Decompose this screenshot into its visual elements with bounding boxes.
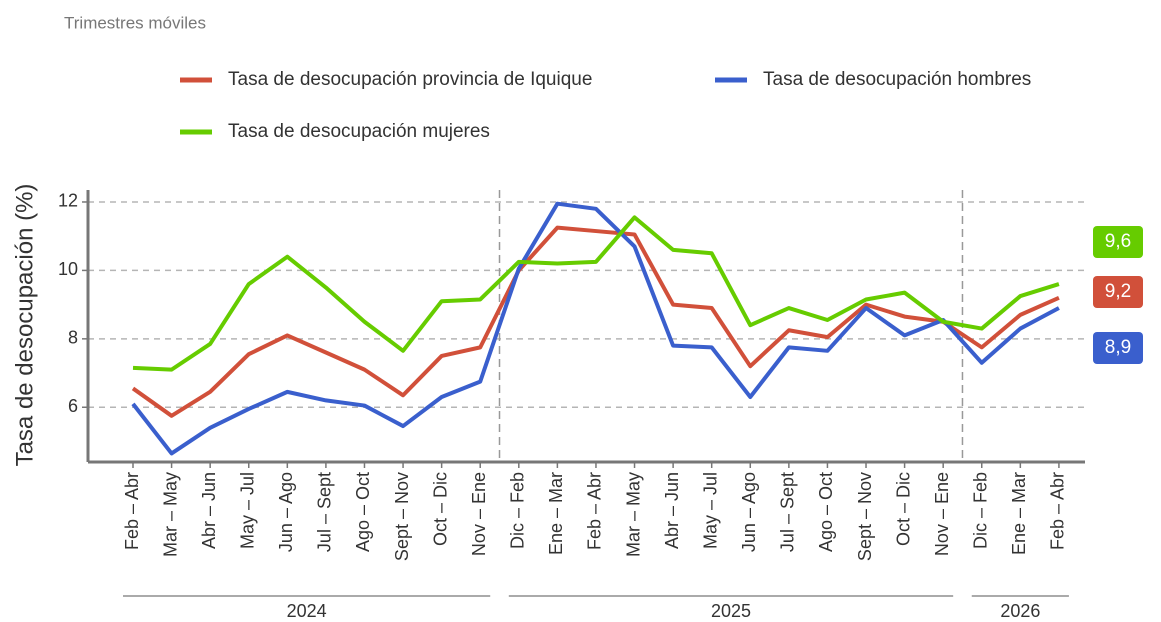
legend-label: Tasa de desocupación hombres: [763, 69, 1031, 90]
y-tick-label: 8: [68, 328, 78, 348]
chart-subtitle: Trimestres móviles: [64, 13, 206, 32]
x-tick-label: Feb – Abr: [122, 472, 142, 550]
group-label: 2025: [711, 601, 751, 621]
x-tick-label: Feb – Abr: [1048, 472, 1068, 550]
legend-label: Tasa de desocupación provincia de Iquiqu…: [228, 69, 592, 90]
x-tick-label: Ene – Mar: [546, 472, 566, 555]
x-tick-label: Oct – Dic: [430, 472, 450, 546]
x-tick-label: Mar – May: [623, 472, 643, 557]
x-tick-label: Oct – Dic: [893, 472, 913, 546]
x-tick-label: Dic – Feb: [971, 472, 991, 549]
value-label: 8,9: [1105, 337, 1131, 358]
x-tick-label: Nov – Ene: [932, 472, 952, 556]
x-tick-label: Jul – Sept: [778, 472, 798, 552]
group-label: 2026: [1000, 601, 1040, 621]
value-label: 9,6: [1105, 231, 1131, 252]
x-tick-label: Jun – Ago: [739, 472, 759, 552]
value-label: 9,2: [1105, 281, 1131, 302]
x-tick-label: Dic – Feb: [508, 472, 528, 549]
x-tick-label: Ago – Oct: [816, 472, 836, 552]
x-tick-label: Ene – Mar: [1009, 472, 1029, 555]
value-label-box: [1093, 276, 1143, 308]
x-tick-label: May – Jul: [237, 472, 257, 549]
group-label: 2024: [287, 601, 327, 621]
y-tick-label: 12: [58, 191, 78, 211]
x-tick-label: Nov – Ene: [469, 472, 489, 556]
x-tick-label: Abr – Jun: [662, 472, 682, 549]
value-label-box: [1093, 226, 1143, 258]
x-tick-label: Feb – Abr: [585, 472, 605, 550]
legend-label: Tasa de desocupación mujeres: [228, 121, 490, 142]
value-label-box: [1093, 332, 1143, 364]
x-tick-label: Abr – Jun: [199, 472, 219, 549]
y-axis-title: Tasa de desocupación (%): [11, 184, 38, 467]
x-tick-label: May – Jul: [700, 472, 720, 549]
x-tick-label: Jul – Sept: [315, 472, 335, 552]
x-tick-label: Ago – Oct: [353, 472, 373, 552]
x-tick-label: Sept – Nov: [392, 472, 412, 561]
y-tick-label: 10: [58, 259, 78, 279]
y-tick-label: 6: [68, 396, 78, 416]
line-series: [131, 201, 1060, 456]
line-series: [132, 215, 1060, 372]
x-tick-label: Jun – Ago: [276, 472, 296, 552]
x-tick-label: Sept – Nov: [855, 472, 875, 561]
line-series: [131, 225, 1060, 418]
x-tick-label: Mar – May: [160, 472, 180, 557]
